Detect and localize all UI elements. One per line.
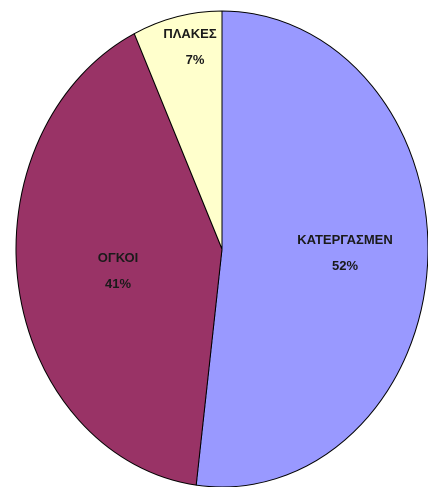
slice-plakes (133, 10, 223, 250)
slice-label-kategrasmen: ΚΑΤΕΡΓΑΣΜΕΝ (297, 232, 392, 247)
slice-label-ogkoi: ΟΓΚΟΙ (98, 250, 138, 265)
slice-ogkoi (15, 32, 223, 486)
slice-label-plakes: ΠΛΑΚΕΣ (163, 26, 217, 41)
slice-percent-ogkoi: 41% (105, 276, 131, 291)
slice-kategrasmen (195, 10, 428, 487)
slice-percent-plakes: 7% (186, 52, 205, 67)
pie-slices (15, 10, 428, 487)
slice-percent-kategrasmen: 52% (332, 258, 358, 273)
pie-labels: ΚΑΤΕΡΓΑΣΜΕΝ 52% ΟΓΚΟΙ 41% ΠΛΑΚΕΣ 7% (98, 26, 393, 291)
